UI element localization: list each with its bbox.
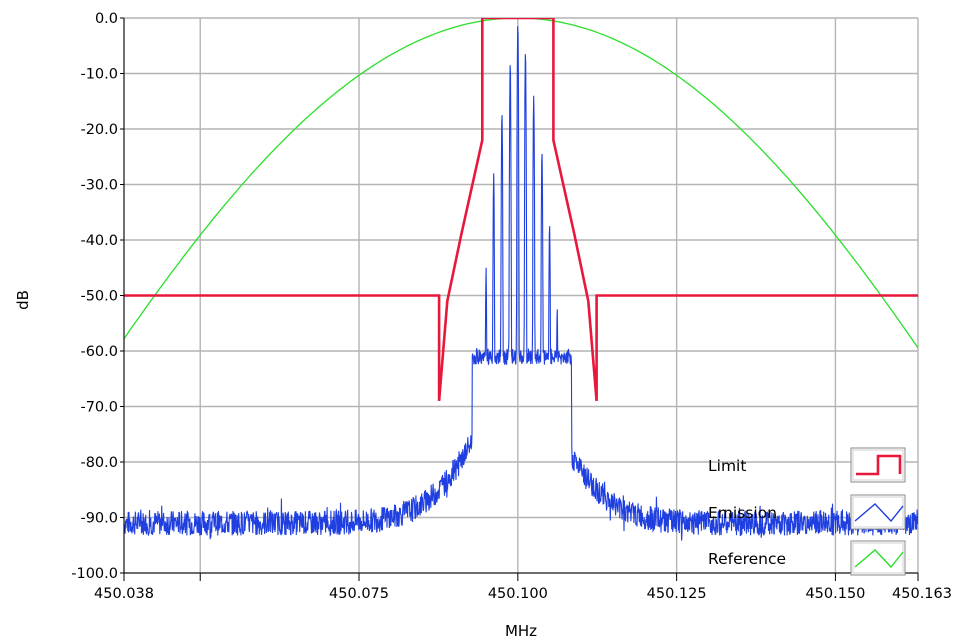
zigzag-line-icon bbox=[854, 549, 904, 569]
y-tick-label: -90.0 bbox=[80, 511, 118, 527]
legend-label-limit: Limit bbox=[708, 457, 746, 475]
y-tick-label: -20.0 bbox=[80, 122, 118, 138]
series-layer bbox=[124, 18, 918, 541]
y-tick-label: -40.0 bbox=[80, 233, 118, 249]
series-limit-line bbox=[124, 18, 918, 402]
x-axis-title: MHz bbox=[505, 622, 537, 640]
y-tick-label: 0.0 bbox=[95, 11, 118, 27]
legend-label-reference: Reference bbox=[708, 550, 786, 568]
y-tick-label: -50.0 bbox=[80, 289, 118, 305]
series-reference-line bbox=[124, 18, 918, 349]
y-tick-label: -100.0 bbox=[71, 566, 118, 582]
legend[interactable]: Limit Emission Reference bbox=[708, 447, 906, 576]
y-tick-label: -30.0 bbox=[80, 178, 118, 194]
x-tick-label: 450.125 bbox=[647, 586, 707, 602]
y-tick-label: -80.0 bbox=[80, 455, 118, 471]
y-tick-label: -10.0 bbox=[80, 67, 118, 83]
series-emission-line bbox=[124, 26, 918, 541]
legend-label-emission: Emission bbox=[708, 504, 777, 522]
axes bbox=[120, 17, 919, 581]
x-tick-label: 450.100 bbox=[488, 586, 548, 602]
step-line-icon bbox=[856, 454, 902, 476]
legend-swatch-box bbox=[850, 540, 906, 576]
x-tick-label: 450.150 bbox=[805, 586, 865, 602]
y-tick-label: -70.0 bbox=[80, 400, 118, 416]
y-axis-title: dB bbox=[14, 290, 32, 310]
x-tick-label: 450.038 bbox=[94, 586, 154, 602]
x-tick-label: 450.075 bbox=[329, 586, 389, 602]
legend-swatch-box bbox=[850, 494, 906, 530]
x-tick-labels: 450.038 450.075 450.100 450.125 450.150 450.1… bbox=[94, 586, 952, 602]
x-tick-label: 450.163 bbox=[892, 586, 952, 602]
zigzag-line-icon bbox=[854, 503, 904, 523]
y-tick-label: -60.0 bbox=[80, 344, 118, 360]
y-tick-labels: 0.0 -10.0 -20.0 -30.0 -40.0 -50.0 -60.0 -70.0 -8… bbox=[71, 11, 118, 582]
